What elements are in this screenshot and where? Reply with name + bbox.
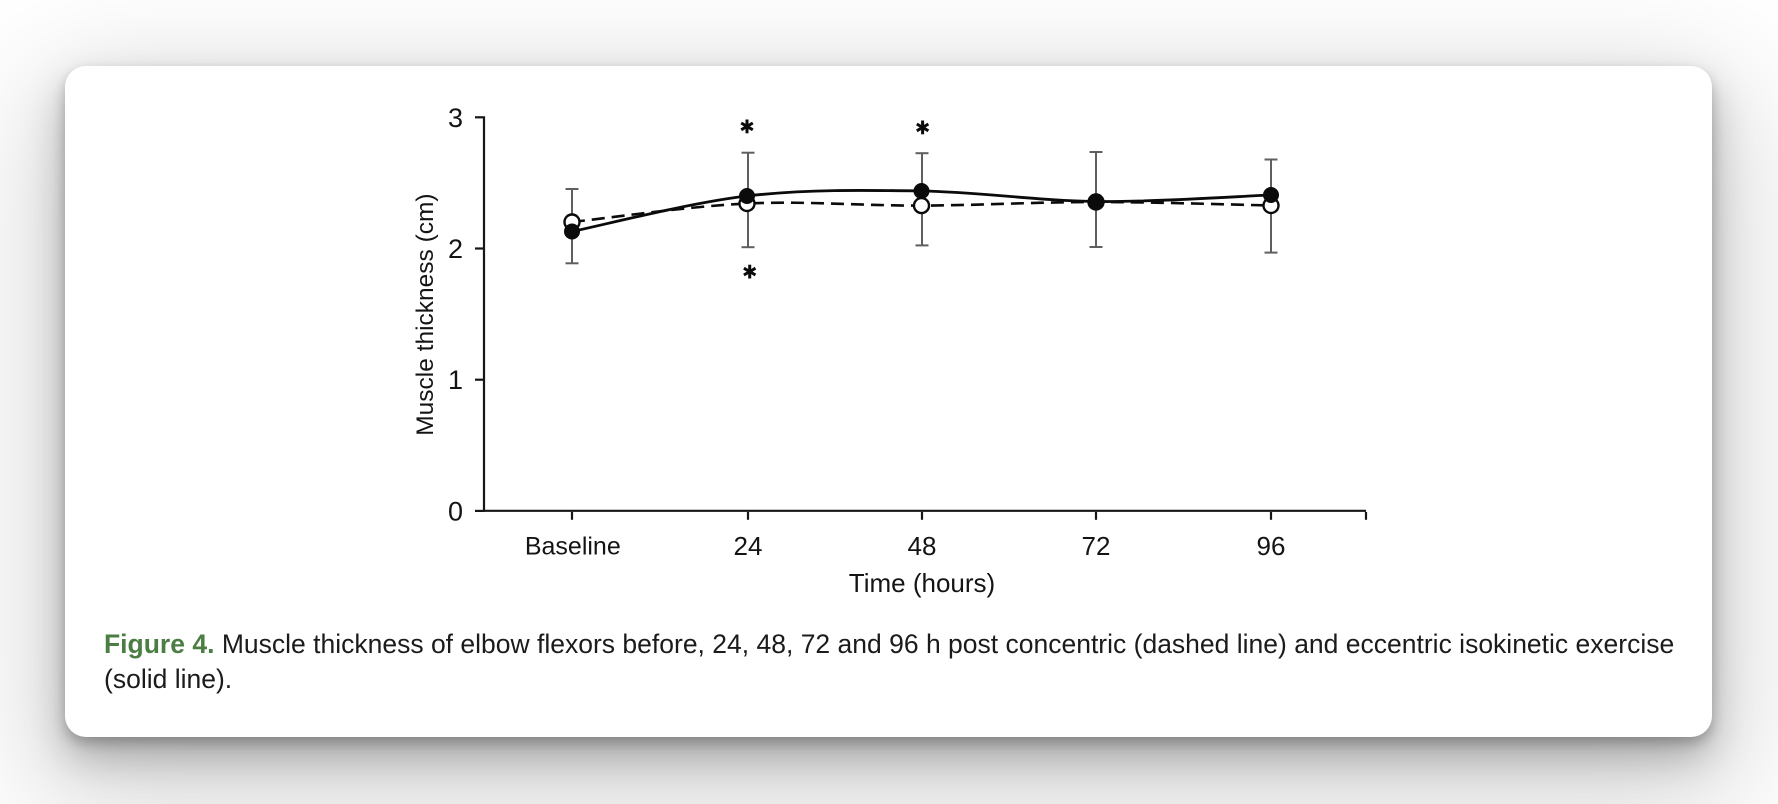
svg-text:3: 3 bbox=[448, 103, 463, 133]
svg-text:72: 72 bbox=[1082, 531, 1111, 561]
svg-text:24: 24 bbox=[734, 531, 763, 561]
svg-text:Muscle thickness (cm): Muscle thickness (cm) bbox=[412, 193, 439, 435]
svg-text:48: 48 bbox=[908, 531, 937, 561]
svg-text:1: 1 bbox=[448, 365, 463, 395]
svg-text:Time (hours): Time (hours) bbox=[849, 568, 995, 598]
svg-text:96: 96 bbox=[1257, 531, 1286, 561]
svg-text:2: 2 bbox=[448, 234, 463, 264]
svg-text:0: 0 bbox=[448, 496, 463, 526]
svg-text:Baseline: Baseline bbox=[525, 533, 621, 561]
